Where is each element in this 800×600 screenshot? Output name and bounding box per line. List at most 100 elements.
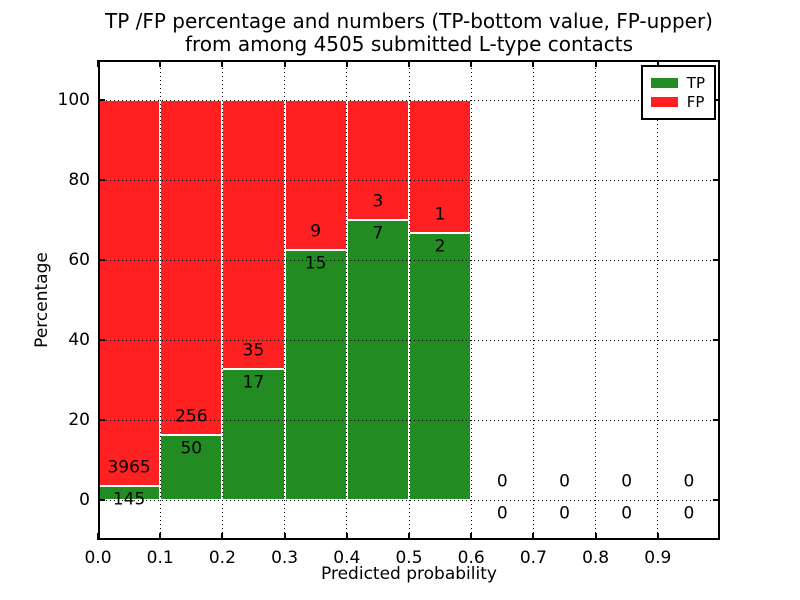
x-tick-top bbox=[159, 60, 162, 67]
x-tick-top bbox=[408, 60, 410, 67]
x-tick-label: 0.2 bbox=[208, 548, 236, 568]
x-tick-label: 0.8 bbox=[582, 548, 610, 568]
y-tick-label: 20 bbox=[68, 410, 90, 430]
tp-count-label: 2 bbox=[434, 236, 446, 257]
x-tick-top bbox=[656, 60, 659, 67]
fp-count-label: 9 bbox=[310, 221, 322, 242]
x-tick bbox=[345, 533, 348, 540]
y-tick-label: 40 bbox=[68, 330, 90, 350]
y-tick-label: 100 bbox=[57, 90, 90, 110]
x-tick bbox=[594, 533, 597, 540]
y-gridline bbox=[98, 259, 720, 261]
x-gridline bbox=[221, 60, 223, 540]
x-gridline bbox=[408, 60, 410, 540]
y-tick bbox=[98, 259, 105, 261]
plot-area: TP FP 3965 145 256 50 35 17 9 15 3 7 1 2 0 0 0 0 0 0 0 0 0.0… bbox=[58, 60, 720, 568]
x-tick bbox=[408, 533, 410, 540]
y-gridline bbox=[98, 179, 720, 181]
chart-title-line1: TP /FP percentage and numbers (TP-bottom… bbox=[105, 9, 713, 33]
x-tick-top bbox=[221, 60, 224, 67]
y-tick-right bbox=[713, 259, 720, 261]
x-tick-label: 0.3 bbox=[271, 548, 299, 568]
x-tick-top bbox=[345, 60, 348, 67]
fp-count-label: 0 bbox=[683, 471, 695, 492]
y-tick-label: 80 bbox=[68, 170, 90, 190]
fp-bar bbox=[409, 100, 472, 234]
tp-count-label: 15 bbox=[304, 253, 327, 274]
fp-count-label: 1 bbox=[434, 204, 446, 225]
y-tick-label: 60 bbox=[68, 250, 90, 270]
tp-count-label: 50 bbox=[180, 438, 203, 459]
x-tick-label: 0.7 bbox=[519, 548, 547, 568]
y-tick bbox=[98, 339, 105, 341]
tp-count-label: 7 bbox=[372, 223, 384, 244]
fp-bar bbox=[160, 100, 223, 435]
x-tick-label: 0.1 bbox=[146, 548, 174, 568]
fp-count-label: 3 bbox=[372, 191, 384, 212]
fp-bar bbox=[346, 100, 409, 220]
x-tick-label: 0.6 bbox=[457, 548, 485, 568]
x-tick-top bbox=[532, 60, 535, 67]
y-tick bbox=[98, 99, 105, 101]
y-gridline bbox=[98, 499, 720, 501]
tp-bar bbox=[284, 250, 347, 500]
x-gridline bbox=[657, 60, 659, 540]
x-tick-label: 0.4 bbox=[333, 548, 361, 568]
fp-legend-label: FP bbox=[686, 93, 705, 111]
x-tick-top bbox=[97, 60, 99, 67]
x-tick bbox=[159, 533, 162, 540]
y-gridline bbox=[98, 339, 720, 341]
fp-bar bbox=[222, 100, 285, 370]
tp-count-label: 0 bbox=[621, 503, 633, 524]
fp-count-label: 0 bbox=[496, 471, 508, 492]
x-gridline bbox=[470, 60, 472, 540]
x-gridline bbox=[595, 60, 597, 540]
fp-count-label: 256 bbox=[175, 406, 208, 427]
x-tick bbox=[97, 533, 99, 540]
chart-title: TP /FP percentage and numbers (TP-bottom… bbox=[98, 10, 720, 56]
legend: TP FP bbox=[640, 65, 716, 120]
x-gridline bbox=[159, 60, 161, 540]
x-gridline bbox=[346, 60, 348, 540]
y-tick-right bbox=[713, 419, 720, 421]
tp-count-label: 17 bbox=[242, 372, 265, 393]
fp-count-label: 0 bbox=[621, 471, 633, 492]
x-axis-label: Predicted probability bbox=[321, 564, 497, 584]
tp-legend-swatch bbox=[650, 78, 678, 88]
fp-bar bbox=[98, 100, 161, 486]
x-tick-top bbox=[470, 60, 473, 67]
y-tick bbox=[98, 419, 105, 421]
chart-title-line2: from among 4505 submitted L-type contact… bbox=[184, 32, 634, 56]
y-gridline bbox=[98, 419, 720, 421]
x-tick-label: 0.9 bbox=[644, 548, 672, 568]
fp-count-label: 35 bbox=[242, 340, 265, 361]
x-tick-top bbox=[594, 60, 597, 67]
x-tick bbox=[470, 533, 473, 540]
legend-entry-tp: TP bbox=[650, 75, 705, 91]
y-gridline bbox=[98, 99, 720, 101]
x-tick bbox=[221, 533, 224, 540]
y-tick-label: 0 bbox=[79, 490, 90, 510]
legend-entry-fp: FP bbox=[650, 93, 705, 111]
fp-count-label: 3965 bbox=[107, 457, 151, 478]
tp-bar bbox=[160, 434, 223, 500]
y-tick-right bbox=[713, 179, 720, 181]
x-gridline bbox=[532, 60, 534, 540]
tp-count-label: 0 bbox=[496, 503, 508, 524]
y-tick-right bbox=[713, 339, 720, 341]
tp-bar bbox=[222, 369, 285, 500]
tp-bar bbox=[346, 220, 409, 500]
y-tick bbox=[98, 499, 105, 501]
tp-count-label: 0 bbox=[683, 503, 695, 524]
x-tick bbox=[283, 533, 286, 540]
fp-count-label: 0 bbox=[559, 471, 570, 492]
x-tick-top bbox=[283, 60, 286, 67]
x-tick bbox=[656, 533, 659, 540]
y-tick-right bbox=[713, 99, 720, 101]
y-tick-right bbox=[713, 499, 720, 501]
x-tick bbox=[532, 533, 535, 540]
x-tick-label: 0.0 bbox=[84, 548, 112, 568]
x-tick-label: 0.5 bbox=[395, 548, 423, 568]
tp-count-label: 145 bbox=[112, 489, 146, 510]
